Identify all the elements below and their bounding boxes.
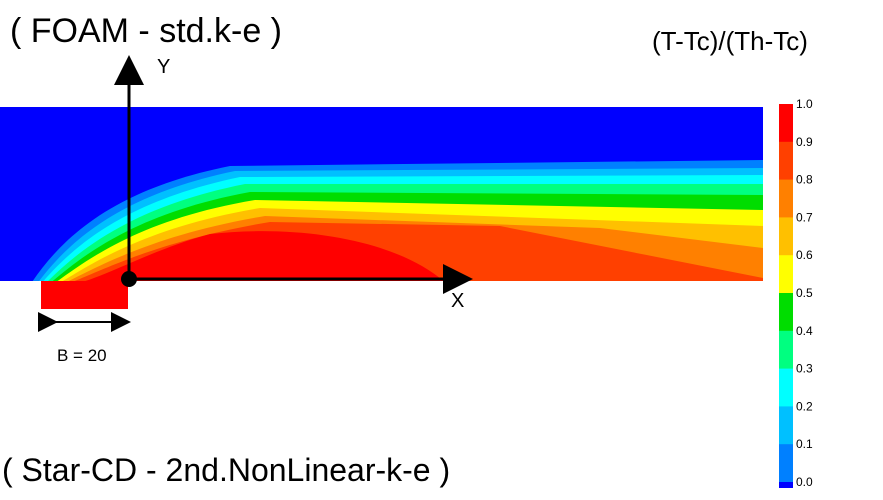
colorbar-segment	[779, 179, 793, 218]
colorbar-segment	[779, 482, 793, 488]
colorbar-tick-label: 0.9	[796, 135, 813, 149]
origin-dot	[121, 271, 137, 287]
x-axis-label: X	[451, 290, 465, 312]
bottom-title: ( Star-CD - 2nd.NonLinear-k-e )	[2, 452, 451, 488]
colorbar-segment	[779, 141, 793, 181]
colorbar-segment	[779, 444, 793, 483]
colorbar-tick-label: 1.0	[796, 97, 813, 111]
colorbar: 1.0 0.9 0.8 0.7 0.6 0.5 0.4 0.3 0.2 0.1 0.0	[779, 97, 813, 489]
colorbar-tick-label: 0.1	[796, 437, 813, 451]
colorbar-segment	[779, 293, 793, 332]
temperature-contour-field	[0, 107, 763, 281]
band-1-0	[85, 231, 444, 281]
top-title: ( FOAM - std.k-e )	[10, 12, 282, 50]
colorbar-segment	[779, 330, 793, 370]
colorbar-segment	[779, 255, 793, 294]
inlet-width-label: B = 20	[57, 346, 107, 365]
colorbar-tick-label: 0.5	[796, 286, 813, 300]
colorbar-segment	[779, 217, 793, 256]
colorbar-segment	[779, 104, 793, 143]
colorbar-segment	[779, 368, 793, 407]
y-axis-label: Y	[157, 56, 171, 78]
colorbar-segment	[779, 406, 793, 445]
colorbar-tick-label: 0.2	[796, 399, 813, 413]
colorbar-tick-label: 0.3	[796, 362, 813, 376]
colorbar-tick-label: 0.4	[796, 324, 813, 338]
colorbar-title: (T-Tc)/(Th-Tc)	[652, 26, 808, 56]
colorbar-tick-label: 0.6	[796, 248, 813, 262]
colorbar-tick-label: 0.8	[796, 173, 813, 187]
inlet-region	[41, 281, 128, 309]
colorbar-tick-label: 0.7	[796, 210, 813, 224]
colorbar-tick-label: 0.0	[796, 475, 813, 489]
